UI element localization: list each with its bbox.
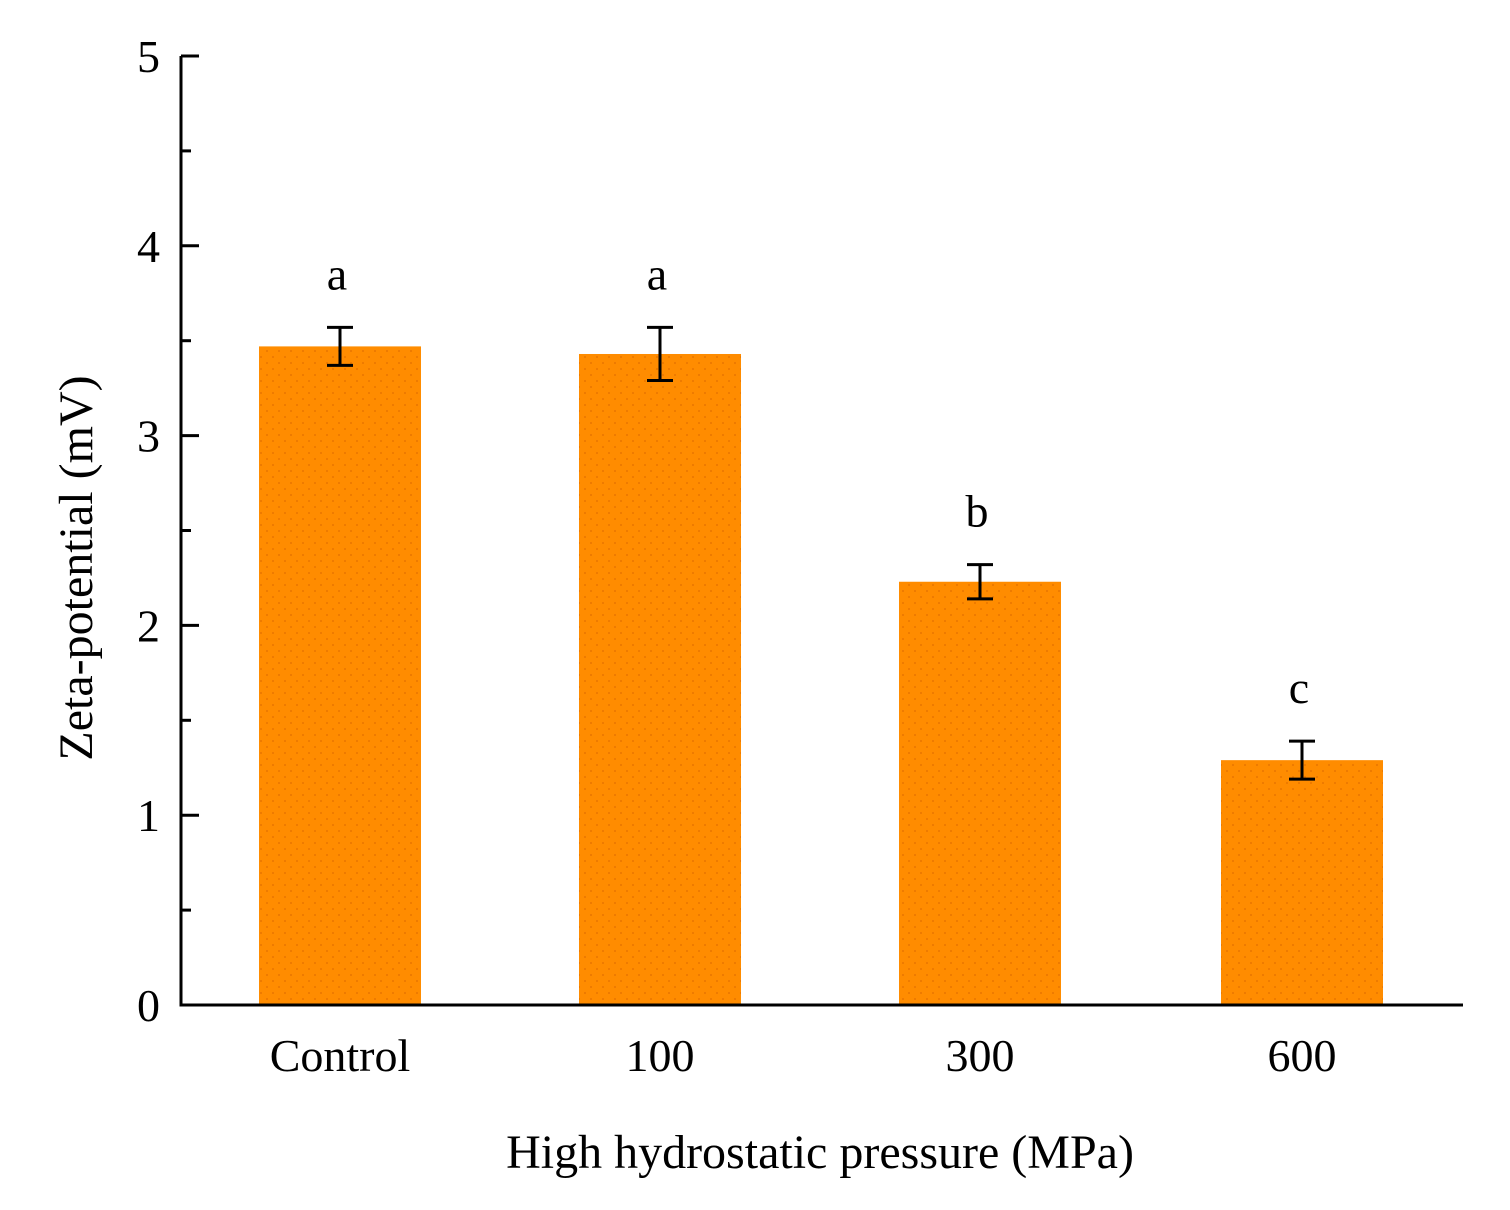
x-tick-label: 100 bbox=[626, 1030, 695, 1081]
bar-100 bbox=[579, 353, 741, 1006]
bar-600 bbox=[1221, 760, 1383, 1005]
x-tick-label: 600 bbox=[1268, 1030, 1337, 1081]
y-tick-label: 0 bbox=[137, 980, 160, 1031]
axes bbox=[179, 54, 1463, 1007]
x-tick-label: 300 bbox=[946, 1030, 1015, 1081]
x-axis-title: High hydrostatic pressure (MPa) bbox=[506, 1126, 1134, 1179]
significance-label: a bbox=[327, 248, 347, 299]
bars-layer bbox=[259, 346, 1383, 1006]
x-tick-label: Control bbox=[270, 1030, 411, 1081]
error-bar-control bbox=[327, 325, 353, 367]
error-bar-100 bbox=[647, 325, 673, 383]
bar-control bbox=[259, 346, 421, 1005]
error-bar-300 bbox=[967, 563, 993, 601]
significance-label: c bbox=[1289, 662, 1309, 713]
significance-label: a bbox=[647, 248, 667, 299]
significance-label: b bbox=[966, 486, 989, 537]
y-tick-label: 1 bbox=[137, 790, 160, 841]
y-axis-title: Zeta-potential (mV) bbox=[50, 375, 103, 760]
labels-layer: a Control a 100 b 300 c 600 0 1 2 3 4 5 High hydrostat… bbox=[50, 31, 1337, 1179]
y-tick-label: 5 bbox=[137, 31, 160, 82]
bar-300 bbox=[899, 581, 1061, 1005]
y-tick-label: 2 bbox=[137, 600, 160, 651]
error-bars-layer bbox=[327, 325, 1315, 781]
error-bar-600 bbox=[1289, 739, 1315, 781]
y-tick-label: 3 bbox=[137, 411, 160, 462]
y-tick-label: 4 bbox=[137, 221, 160, 272]
